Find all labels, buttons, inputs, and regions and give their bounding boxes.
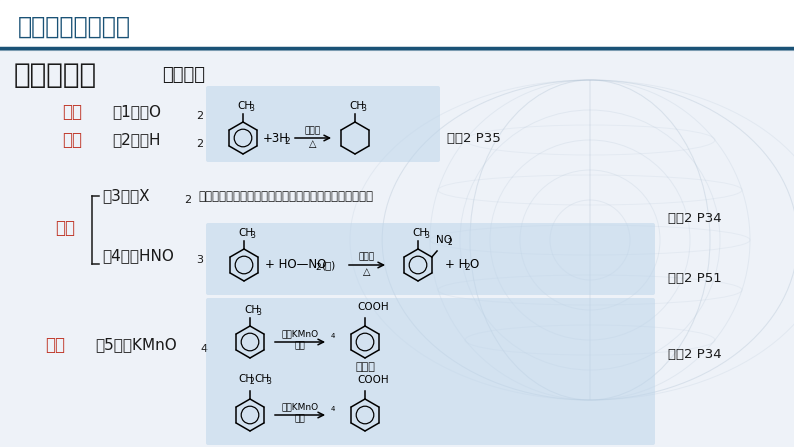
Text: 无官能团: 无官能团 [162, 66, 205, 84]
Text: （5）与KMnO: （5）与KMnO [95, 337, 177, 353]
Text: 2: 2 [196, 111, 203, 121]
Text: 2: 2 [284, 136, 290, 146]
Text: CH: CH [237, 101, 252, 111]
FancyBboxPatch shape [206, 223, 655, 295]
Text: 2: 2 [315, 263, 321, 273]
Text: 3: 3 [250, 231, 255, 240]
Text: 3: 3 [424, 231, 429, 240]
Text: CH: CH [412, 228, 427, 238]
Text: 2: 2 [196, 139, 203, 149]
Text: 2: 2 [250, 377, 255, 386]
Bar [0, 0, 794, 48]
Text: + H: + H [445, 258, 468, 271]
Text: 酸性KMnO: 酸性KMnO [281, 329, 318, 338]
Text: 酸性KMnO: 酸性KMnO [281, 402, 318, 412]
Text: 4: 4 [200, 344, 207, 354]
Text: 苯及其同系物除了能与溴单质等卤素单质发生取代反应外: 苯及其同系物除了能与溴单质等卤素单质发生取代反应外 [198, 190, 373, 202]
Text: （2）与H: （2）与H [112, 132, 160, 148]
Text: 有机物的化学性质: 有机物的化学性质 [18, 15, 131, 39]
Text: CH: CH [238, 374, 253, 384]
FancyBboxPatch shape [206, 298, 655, 445]
Text: (浓): (浓) [321, 260, 335, 270]
Text: 浓硫酸: 浓硫酸 [359, 253, 375, 261]
Text: CH: CH [238, 228, 253, 238]
Text: 4: 4 [331, 333, 335, 339]
Text: 2: 2 [448, 238, 453, 247]
Text: CH: CH [349, 101, 364, 111]
Text: 2: 2 [184, 195, 191, 205]
Text: COOH: COOH [357, 375, 388, 385]
Text: 选修2 P35: 选修2 P35 [447, 131, 501, 144]
Text: 取代: 取代 [55, 219, 75, 237]
Text: 3: 3 [256, 308, 261, 317]
Text: 选修2 P34: 选修2 P34 [668, 347, 722, 360]
Text: CH: CH [254, 374, 269, 384]
Text: O: O [469, 258, 478, 271]
Text: 3: 3 [249, 104, 254, 113]
Text: + HO—NO: + HO—NO [265, 258, 326, 271]
Text: 氧化: 氧化 [45, 336, 65, 354]
Text: （3）与X: （3）与X [102, 189, 149, 203]
FancyBboxPatch shape [206, 86, 440, 162]
Text: 4: 4 [331, 406, 335, 412]
Text: △: △ [363, 267, 371, 277]
Text: 苯的同系物: 苯的同系物 [14, 61, 97, 89]
Text: 氧化: 氧化 [62, 103, 82, 121]
Text: 3: 3 [266, 377, 271, 386]
Text: COOH: COOH [357, 302, 388, 312]
Text: CH: CH [244, 305, 259, 315]
Text: （1）与O: （1）与O [112, 105, 161, 119]
Text: 溶液: 溶液 [295, 342, 306, 350]
Text: 催化剂: 催化剂 [305, 127, 321, 135]
Text: NO: NO [436, 235, 452, 245]
Text: （4）与HNO: （4）与HNO [102, 249, 174, 263]
Text: 3: 3 [361, 104, 366, 113]
Text: 选修2 P34: 选修2 P34 [668, 211, 722, 224]
Text: 加成: 加成 [62, 131, 82, 149]
Text: △: △ [309, 139, 317, 149]
Text: +3H: +3H [263, 131, 289, 144]
Text: 溶液: 溶液 [295, 414, 306, 423]
Text: 苯甲酸: 苯甲酸 [355, 362, 375, 372]
Text: 3: 3 [196, 255, 203, 265]
Text: 2: 2 [464, 263, 469, 273]
Text: 选修2 P51: 选修2 P51 [668, 271, 722, 284]
